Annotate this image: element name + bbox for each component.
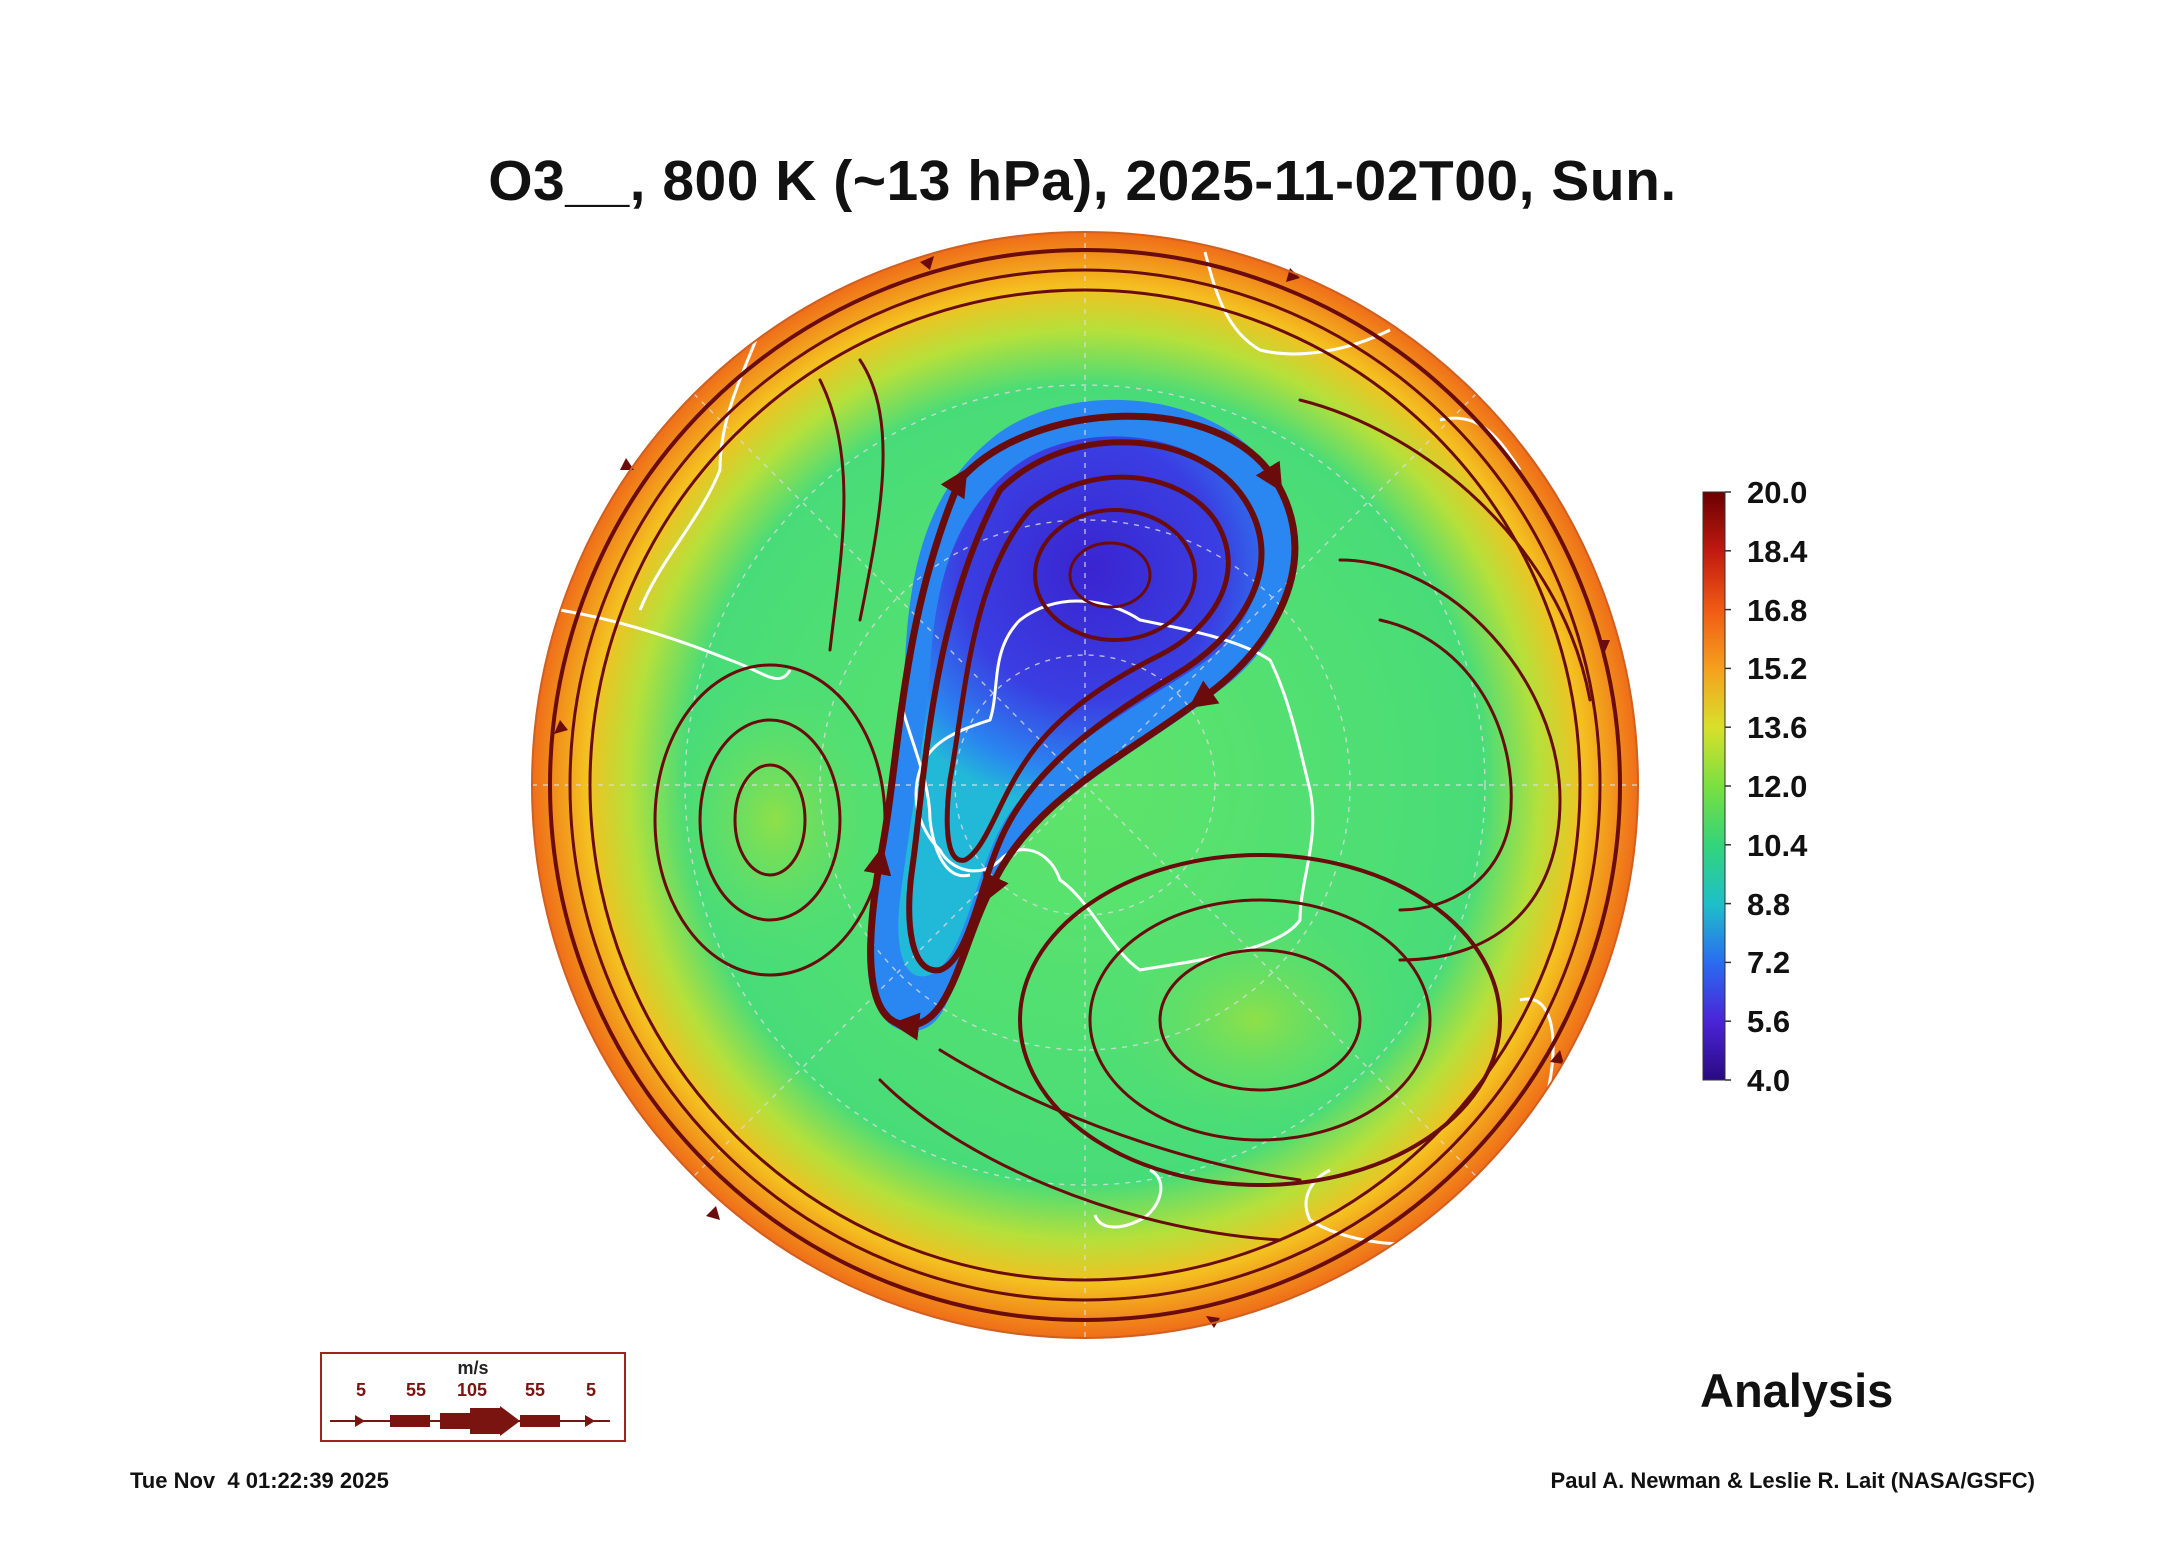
wind-legend: m/s 5 55 105 55 5 — [320, 1352, 626, 1442]
colorbar-label: 10.4 — [1747, 827, 1808, 863]
colorbar-label: 4.0 — [1747, 1063, 1791, 1098]
eddy-west — [665, 680, 885, 960]
analysis-label: Analysis — [1700, 1364, 1894, 1417]
streamlines — [548, 248, 1622, 1322]
wind-legend-label: 55 — [525, 1380, 546, 1400]
credit: Paul A. Newman & Leslie R. Lait (NASA/GS… — [1550, 1468, 2035, 1493]
wind-legend-arrow — [330, 1406, 610, 1436]
wind-legend-label: 5 — [586, 1380, 597, 1400]
colorbar-label: 15.2 — [1747, 651, 1808, 687]
colorbar-label: 16.8 — [1747, 592, 1808, 628]
plot-title: O3__, 800 K (~13 hPa), 2025-11-02T00, Su… — [488, 149, 1677, 213]
colorbar-label: 13.6 — [1747, 710, 1808, 746]
colorbar-label: 7.2 — [1747, 945, 1791, 981]
wind-legend-label: 5 — [356, 1380, 367, 1400]
wind-legend-label: 105 — [457, 1380, 488, 1400]
colorbar — [1702, 491, 1731, 1081]
timestamp: Tue Nov 4 01:22:39 2025 — [130, 1468, 389, 1493]
colorbar-label: 18.4 — [1747, 533, 1808, 569]
wind-legend-unit: m/s — [457, 1358, 489, 1378]
colorbar-label: 5.6 — [1747, 1004, 1791, 1040]
colorbar-scale — [1702, 491, 1726, 1081]
colorbar-label: 20.0 — [1747, 475, 1808, 510]
wind-legend-label: 55 — [406, 1380, 427, 1400]
colorbar-label: 12.0 — [1747, 769, 1808, 804]
colorbar-label: 8.8 — [1747, 886, 1791, 922]
